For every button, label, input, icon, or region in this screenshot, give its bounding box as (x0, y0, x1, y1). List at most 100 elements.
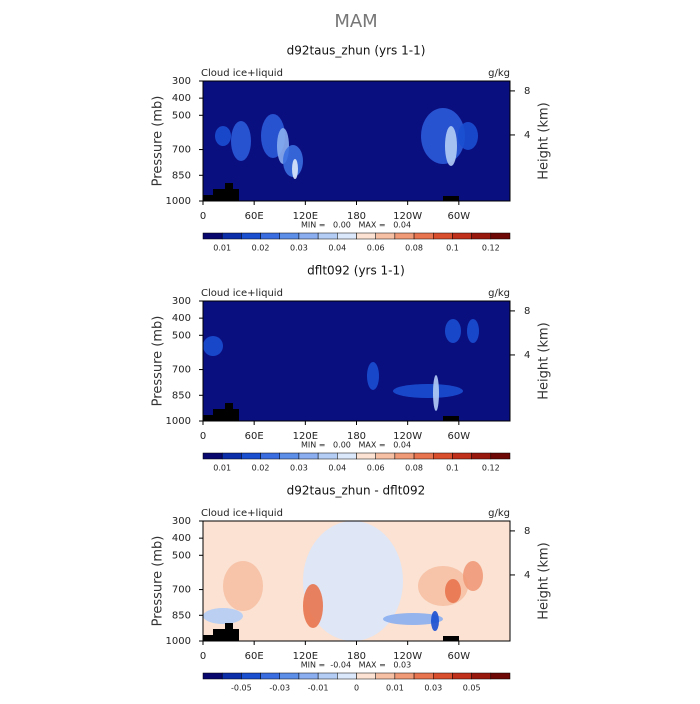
x-tick-label: 120E (293, 211, 318, 222)
panel-title: dflt092 (yrs 1-1) (307, 264, 405, 278)
colorbar-swatch (298, 672, 319, 680)
colorbar-label: 0.08 (405, 464, 423, 473)
colorbar-swatch (356, 452, 376, 460)
contour-region (303, 521, 403, 641)
colorbar-label: 0.01 (386, 684, 404, 693)
colorbar-swatch (241, 672, 261, 680)
colorbar-swatch (375, 232, 396, 240)
y-axis-label: Pressure (mb) (151, 316, 166, 407)
colorbar-label: -0.01 (308, 684, 329, 693)
y-tick-label: 400 (172, 313, 191, 324)
y-tick-label: 850 (172, 170, 191, 181)
y-tick-label: 700 (172, 365, 191, 376)
left-label: Cloud ice+liquid (201, 288, 283, 299)
colorbar-swatch (490, 452, 511, 460)
x-tick-label: 120W (393, 431, 422, 442)
contour-region (383, 613, 443, 625)
colorbar-swatch (317, 452, 338, 460)
y2-tick-label: 4 (524, 350, 530, 361)
x-tick-label: 180 (347, 211, 366, 222)
y-tick-label: 1000 (166, 196, 191, 207)
colorbar-swatch (471, 452, 492, 460)
colorbar-swatch (241, 452, 261, 460)
contour-region (393, 384, 463, 398)
left-label: Cloud ice+liquid (201, 508, 283, 519)
colorbar-swatch (356, 232, 376, 240)
colorbar-swatch (279, 672, 300, 680)
topography (203, 183, 459, 201)
y-tick-label: 400 (172, 533, 191, 544)
colorbar-swatch (337, 232, 357, 240)
x-tick-label: 0 (200, 211, 206, 222)
y2-tick-label: 8 (524, 86, 530, 97)
x-tick-label: 0 (200, 431, 206, 442)
colorbar-swatch (260, 672, 280, 680)
colorbar-label: -0.05 (231, 684, 252, 693)
x-tick-label: 60W (448, 431, 471, 442)
topography (203, 403, 459, 421)
colorbar-label: -0.03 (269, 684, 290, 693)
contour-region (458, 122, 478, 150)
contour-region (431, 611, 439, 631)
units-label: g/kg (488, 508, 510, 519)
colorbar-label: 0.04 (328, 244, 346, 253)
colorbar-swatch (221, 452, 242, 460)
colorbar-label: 0.1 (446, 464, 459, 473)
left-label: Cloud ice+liquid (201, 68, 283, 79)
topography (203, 623, 459, 641)
x-tick-label: 120W (393, 651, 422, 662)
x-tick-label: 60W (448, 651, 471, 662)
y2-tick-label: 4 (524, 130, 530, 141)
colorbar-swatch (471, 232, 492, 240)
colorbar-swatch (279, 452, 300, 460)
stats-label: MIN = 0.00 MAX = 0.04 (301, 221, 411, 230)
panel-title: d92taus_zhun - dflt092 (287, 484, 426, 498)
colorbar-label: 0.02 (252, 244, 270, 253)
colorbar-swatch (202, 232, 223, 240)
x-tick-label: 60E (245, 211, 264, 222)
x-tick-label: 0 (200, 651, 206, 662)
colorbar-label: 0.05 (463, 684, 481, 693)
y2-axis-label: Height (km) (537, 542, 552, 619)
colorbar-swatch (221, 672, 242, 680)
contour-region (303, 584, 323, 628)
colorbar-swatch (241, 232, 261, 240)
contour-region (231, 121, 251, 161)
x-tick-label: 60W (448, 211, 471, 222)
colorbar-swatch (337, 452, 357, 460)
y2-axis-label: Height (km) (537, 102, 552, 179)
contour-region (445, 126, 457, 166)
colorbar-swatch (375, 672, 396, 680)
colorbar-label: 0.03 (290, 464, 308, 473)
x-tick-label: 60E (245, 651, 264, 662)
stats-label: MIN = 0.00 MAX = 0.04 (301, 441, 411, 450)
contour-region (463, 561, 483, 591)
x-tick-label: 180 (347, 651, 366, 662)
contour-region (467, 319, 479, 343)
colorbar-swatch (202, 452, 223, 460)
colorbar-swatch (413, 232, 434, 240)
contour-field (203, 301, 510, 421)
y-axis-label: Pressure (mb) (151, 96, 166, 187)
colorbar-swatch (394, 452, 415, 460)
contour-region (203, 336, 223, 356)
y-tick-label: 1000 (166, 636, 191, 647)
colorbar-swatch (413, 452, 434, 460)
y-tick-label: 700 (172, 585, 191, 596)
contour-region (203, 608, 243, 624)
y-tick-label: 400 (172, 93, 191, 104)
colorbar-swatch (317, 232, 338, 240)
colorbar-swatch (260, 232, 280, 240)
figure-title: MAM (334, 11, 377, 32)
colorbar-label: 0.03 (290, 244, 308, 253)
colorbar-swatch (279, 232, 300, 240)
colorbar-label: 0.12 (482, 464, 500, 473)
colorbar-swatch (490, 232, 511, 240)
colorbar-label: 0.06 (367, 464, 385, 473)
colorbar-swatch (413, 672, 434, 680)
units-label: g/kg (488, 288, 510, 299)
colorbar-label: 0.01 (213, 464, 231, 473)
colorbar-swatch (356, 672, 376, 680)
contour-region (292, 159, 298, 179)
